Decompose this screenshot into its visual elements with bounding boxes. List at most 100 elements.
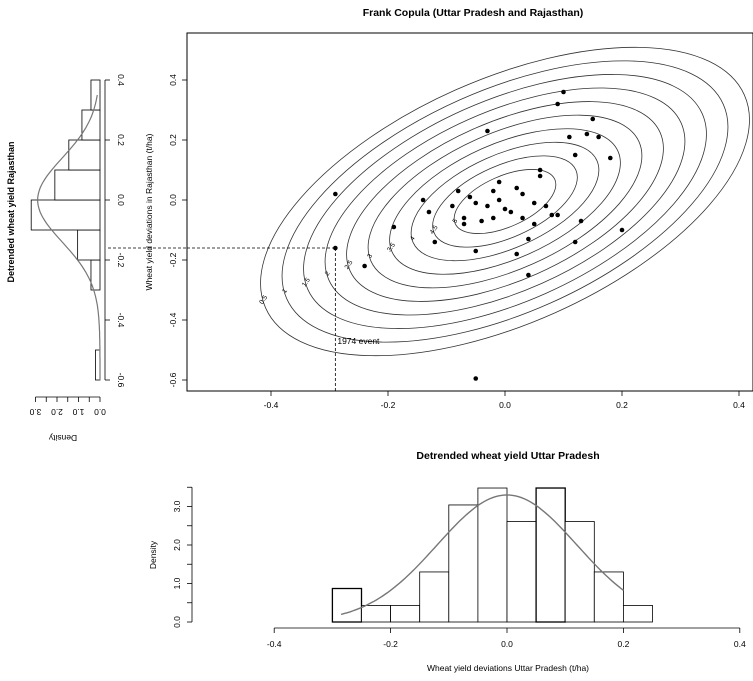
- raj-histogram-panel: 0.0 1.0 2.0 3.0 -0.6 -0.4 -0.2 0.0 0.2 0.4 Densi…: [6, 74, 126, 443]
- data-point: [520, 192, 525, 197]
- y-tick-label: 0.2: [116, 134, 126, 146]
- data-point: [532, 201, 537, 206]
- data-point: [462, 216, 467, 221]
- data-point: [579, 219, 584, 224]
- data-point: [555, 213, 560, 218]
- data-point: [497, 198, 502, 203]
- data-point: [514, 186, 519, 191]
- up-histogram-x-axis: -0.4 -0.2 0.0 0.2 0.4: [267, 628, 746, 649]
- event-annotation: 1974 event: [337, 336, 380, 346]
- x-tick-label: 3.0: [29, 407, 41, 417]
- data-point: [485, 204, 490, 209]
- y-tick-label: 0.2: [168, 134, 178, 146]
- data-point: [491, 216, 496, 221]
- data-point: [555, 102, 560, 107]
- copula-title: Frank Copula (Uttar Pradesh and Rajastha…: [363, 7, 584, 19]
- histogram-bar: [623, 605, 652, 622]
- histogram-bar: [78, 230, 100, 260]
- contour-line-3.5: [369, 99, 642, 305]
- copula-plot-frame: [187, 33, 753, 391]
- contour-line-0.5: [216, 0, 753, 420]
- contour-line-2.5: [318, 60, 693, 343]
- up-histogram-title: Detrended wheat yield Uttar Pradesh: [416, 450, 599, 462]
- data-point: [573, 240, 578, 245]
- data-point: [608, 156, 613, 161]
- y-tick-label: -0.6: [168, 372, 178, 387]
- data-point: [573, 153, 578, 158]
- data-point: [526, 237, 531, 242]
- x-tick-label: 1.0: [72, 407, 84, 417]
- contour-line-4.5: [419, 137, 590, 266]
- data-point: [514, 252, 519, 257]
- data-point: [491, 189, 496, 194]
- data-point: [585, 132, 590, 137]
- x-tick-label: -0.2: [383, 639, 398, 649]
- x-tick-label: 0.2: [617, 639, 629, 649]
- data-point: [333, 192, 338, 197]
- data-point: [333, 246, 338, 251]
- data-point: [503, 207, 508, 212]
- contour-line-3: [343, 79, 667, 323]
- y-tick-label: -0.2: [116, 253, 126, 268]
- up-histogram-bars: [332, 488, 652, 622]
- contour-label-3: 3: [366, 252, 374, 259]
- data-point: [362, 264, 367, 269]
- contour-label-0.5: 0.5: [258, 294, 269, 306]
- up-histogram-x-label: Wheat yield deviations Uttar Pradesh (t/…: [427, 663, 589, 673]
- data-point: [468, 195, 473, 200]
- copula-x-axis: -0.4 -0.2 0.0 0.2 0.4: [264, 391, 746, 410]
- x-tick-label: 0.0: [501, 639, 513, 649]
- contour-label-2: 2: [324, 270, 332, 277]
- data-point: [620, 228, 625, 233]
- x-tick-label: 0.4: [734, 639, 746, 649]
- contour-label-4: 4: [409, 235, 417, 242]
- contour-label-4.5: 4.5: [429, 224, 440, 236]
- up-histogram-y-label: Density: [148, 540, 158, 569]
- histogram-bar: [362, 605, 391, 622]
- histogram-bar: [449, 505, 478, 622]
- x-tick-label: -0.4: [267, 639, 282, 649]
- copula-panel: Frank Copula (Uttar Pradesh and Rajastha…: [108, 0, 753, 420]
- y-tick-label: -0.4: [116, 313, 126, 328]
- data-point: [479, 219, 484, 224]
- data-point: [544, 204, 549, 209]
- data-point: [538, 168, 543, 173]
- raj-histogram-density-label: Density: [48, 433, 77, 443]
- raj-histogram-value-axis: -0.6 -0.4 -0.2 0.0 0.2 0.4: [105, 74, 126, 388]
- data-point: [561, 90, 566, 95]
- histogram-bar: [55, 170, 100, 200]
- x-tick-label: -0.2: [381, 400, 396, 410]
- data-point: [462, 222, 467, 227]
- contour-label-1: 1: [281, 287, 289, 294]
- data-point: [433, 240, 438, 245]
- data-point: [509, 210, 514, 215]
- y-tick-label: 0.0: [116, 194, 126, 206]
- contour-label-2.5: 2.5: [343, 259, 354, 271]
- y-tick-label: 0.4: [168, 74, 178, 86]
- y-tick-label: 0.0: [172, 616, 182, 628]
- histogram-bar: [82, 110, 100, 140]
- data-point: [427, 210, 432, 215]
- x-tick-label: 0.0: [94, 407, 106, 417]
- histogram-bar: [420, 572, 449, 622]
- contour-line-4: [394, 118, 616, 285]
- data-point: [497, 180, 502, 185]
- data-point: [596, 135, 601, 140]
- y-tick-label: -0.6: [116, 373, 126, 388]
- up-histogram-y-axis: 0.0 1.0 2.0 3.0: [172, 487, 192, 628]
- data-point: [473, 376, 478, 381]
- data-point: [538, 174, 543, 179]
- raj-histogram-title: Detrended wheat yield Rajasthan: [6, 141, 16, 282]
- copula-y-axis-label: Wheat yield deviations in Rajasthan (t/h…: [144, 133, 154, 290]
- histogram-bar: [332, 589, 361, 622]
- y-tick-label: 0.4: [116, 74, 126, 86]
- contour-label-1.5: 1.5: [301, 276, 312, 288]
- data-point: [421, 198, 426, 203]
- contour-label-5: 5: [452, 218, 460, 225]
- contour-line-1.5: [267, 22, 743, 381]
- copula-y-axis: -0.6 -0.4 -0.2 0.0 0.2 0.4: [168, 74, 187, 388]
- y-tick-label: -0.2: [168, 252, 178, 267]
- x-tick-label: 2.0: [51, 407, 63, 417]
- copula-contours: 0.5 1 1.5 2 2.5 3 3.5 4 4.5 5: [216, 0, 753, 420]
